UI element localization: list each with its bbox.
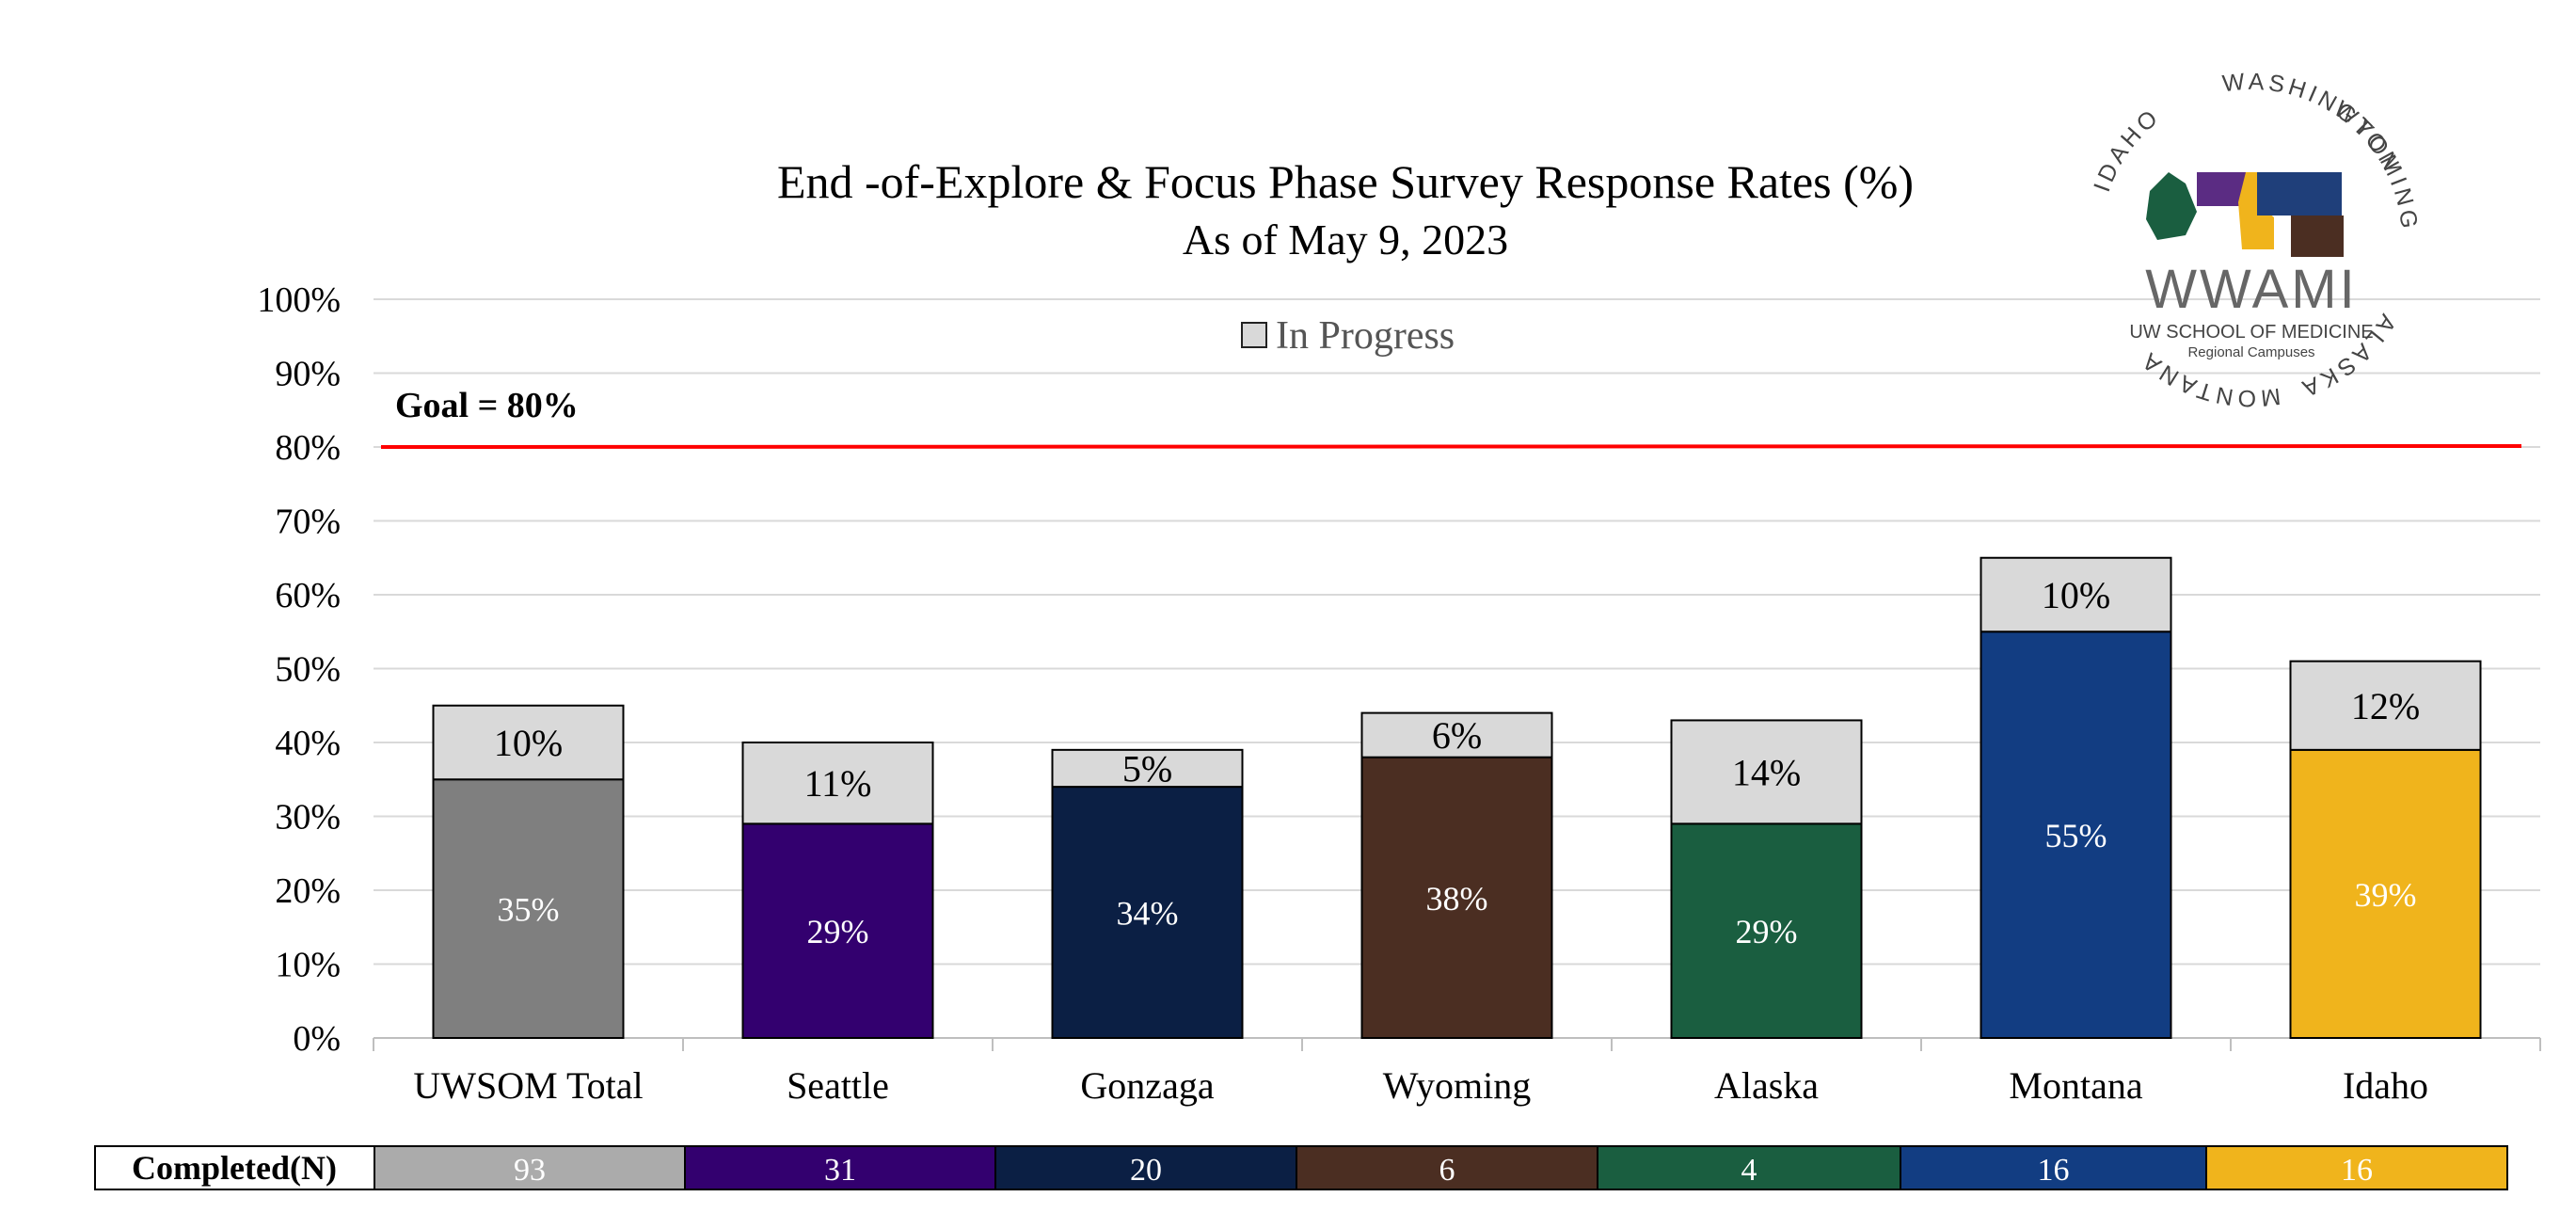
table-header-cell [94, 1145, 375, 1190]
data-label-in-progress: 10% [2042, 574, 2110, 616]
bar-completed [1670, 822, 1863, 1039]
logo-school: UW SCHOOL OF MEDICINE [2129, 322, 2373, 343]
goal-line [380, 444, 2522, 449]
logo-wwami: WWAMI [2145, 259, 2357, 320]
y-tick-label: 80% [275, 428, 341, 468]
y-tick-label: 0% [293, 1019, 341, 1059]
table-cell [1900, 1145, 2207, 1190]
y-tick-label: 30% [275, 798, 341, 838]
table-cell [684, 1145, 996, 1190]
table-cell-value: 16 [2341, 1153, 2373, 1188]
bar-completed [1360, 756, 1553, 1039]
data-label-in-progress: 10% [494, 722, 563, 764]
data-label-completed: 35% [498, 891, 560, 929]
chart-title: End -of-Explore & Focus Phase Survey Res… [777, 155, 1914, 208]
logo-ring-idaho: IDAHO [2089, 103, 2166, 195]
data-label-completed: 39% [2355, 876, 2417, 914]
x-category-label: Seattle [787, 1064, 889, 1107]
table-cell [2205, 1145, 2508, 1190]
legend-label-in-progress: In Progress [1276, 314, 1455, 358]
y-tick-label: 90% [275, 355, 341, 394]
chart-subtitle: As of May 9, 2023 [1183, 215, 1508, 263]
y-tick-label: 40% [275, 724, 341, 763]
bar-in-progress [1360, 711, 1553, 758]
x-axis: UWSOM Total Seattle Gonzaga Wyoming Alaska Mo… [373, 1038, 2541, 1107]
y-axis: 0% 10% 20% 30% 40% 50% 60% 70% 80% 90% 100% [257, 280, 341, 1059]
data-label-in-progress: 14% [1732, 751, 1801, 793]
bar-in-progress [432, 704, 625, 781]
bar-completed [1980, 630, 2172, 1039]
bar-completed [741, 822, 934, 1039]
completed-table: Completed(N) 93 31 20 6 4 16 16 [94, 1145, 2508, 1190]
goal-label: Goal = 80% [395, 386, 579, 425]
table-header-label: Completed(N) [132, 1149, 337, 1187]
bar-in-progress [2289, 660, 2482, 751]
y-tick-label: 70% [275, 503, 341, 542]
y-tick-label: 60% [275, 576, 341, 615]
y-tick-label: 50% [275, 650, 341, 690]
table-cell-value: 16 [2038, 1153, 2070, 1188]
data-label-in-progress: 11% [804, 762, 872, 805]
bar-in-progress [1670, 719, 1863, 825]
table-cell-value: 93 [514, 1153, 546, 1188]
table-cell [994, 1145, 1297, 1190]
bar-in-progress [1980, 556, 2172, 633]
table-cell-value: 31 [824, 1153, 856, 1188]
table-cell [374, 1145, 686, 1190]
table-cell-value: 20 [1130, 1153, 1162, 1188]
data-label-completed: 55% [2045, 817, 2107, 854]
bar-in-progress [1051, 748, 1244, 789]
bar-completed [1051, 786, 1244, 1039]
bars: 35% 10% 29% 11% 34% 5% 38% 6% 29% 14% 55% 10% 39% 12% [432, 556, 2482, 1039]
legend-swatch-in-progress [1241, 322, 1267, 348]
x-category-label: UWSOM Total [413, 1064, 643, 1107]
y-tick-label: 100% [257, 280, 341, 320]
wwami-logo: WASHINGTON WYOMING ALASKA MONTANA IDAHO … [2089, 69, 2423, 412]
x-category-label: Montana [2009, 1064, 2142, 1107]
data-label-completed: 34% [1117, 895, 1179, 933]
data-label-in-progress: 6% [1432, 714, 1482, 757]
bar-in-progress [741, 742, 934, 825]
data-label-in-progress: 5% [1122, 747, 1172, 790]
data-label-completed: 38% [1426, 880, 1488, 918]
bar-completed [2289, 748, 2482, 1039]
logo-campuses: Regional Campuses [2187, 344, 2314, 360]
x-category-label: Gonzaga [1080, 1064, 1214, 1107]
x-category-label: Wyoming [1383, 1064, 1532, 1107]
y-tick-label: 10% [275, 946, 341, 985]
x-category-label: Alaska [1714, 1064, 1819, 1107]
logo-map-icon [2146, 172, 2344, 257]
x-category-label: Idaho [2343, 1064, 2428, 1107]
table-cell-value: 6 [1439, 1153, 1455, 1188]
goal-line-group: Goal = 80% [380, 386, 2522, 449]
table-cell-value: 4 [1741, 1153, 1757, 1188]
data-label-in-progress: 12% [2351, 685, 2420, 727]
logo-ring-wyoming: WYOMING [2329, 96, 2423, 233]
legend: In Progress [1241, 314, 1455, 358]
data-label-completed: 29% [807, 913, 869, 950]
data-label-completed: 29% [1736, 913, 1798, 950]
y-tick-label: 20% [275, 871, 341, 911]
